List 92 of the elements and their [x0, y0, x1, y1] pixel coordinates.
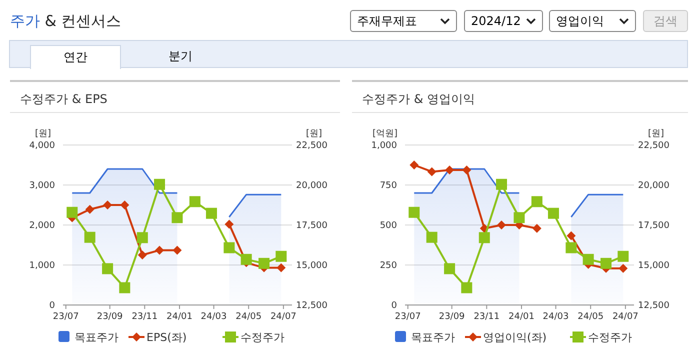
point — [426, 232, 438, 243]
y2-axis-title: [원] — [306, 129, 322, 139]
point — [240, 254, 252, 265]
y2-axis-title: [원] — [648, 129, 664, 139]
x-tick-label: 24/07 — [270, 312, 296, 322]
point — [531, 196, 542, 208]
chart-title: 수정주가 & EPS — [20, 91, 108, 108]
point — [136, 232, 148, 244]
point — [618, 264, 628, 273]
x-tick-label: 23/11 — [132, 312, 158, 322]
y-tick-label: 500 — [380, 221, 398, 231]
point — [410, 160, 419, 170]
point — [600, 258, 612, 269]
y-tick-label: 0 — [391, 301, 398, 311]
y-tick-label: 250 — [380, 261, 398, 271]
y-tick-label: 0 — [49, 301, 56, 311]
x-tick-label: 24/07 — [612, 312, 638, 322]
point — [102, 263, 114, 274]
x-tick-label: 24/03 — [542, 312, 569, 322]
point — [276, 250, 287, 262]
text: 주가 & 컨센서스 — [10, 12, 122, 31]
legend-label: 수정주가 — [240, 331, 284, 344]
point — [66, 206, 78, 218]
point — [618, 250, 629, 262]
point — [514, 212, 525, 224]
x-tick-label: 24/05 — [578, 312, 604, 322]
y2-tick-label: 20,000 — [638, 181, 670, 191]
legend-label: 목표주가 — [411, 331, 455, 344]
point — [84, 232, 96, 243]
point — [276, 263, 286, 272]
point — [224, 220, 234, 229]
point — [496, 178, 508, 190]
y2-tick-label: 20,000 — [296, 181, 328, 191]
legend-label: 수정주가 — [588, 331, 632, 344]
x-tick-label: 23/07 — [52, 312, 79, 322]
y2-tick-label: 15,000 — [638, 261, 670, 271]
x-tick-label: 23/09 — [438, 312, 466, 322]
legend-label: EPS(좌) — [146, 331, 187, 344]
point — [85, 204, 94, 214]
point — [461, 282, 472, 294]
y-axis-title: [원] — [34, 129, 52, 139]
text: 2024/12 — [464, 10, 543, 32]
point — [462, 165, 472, 174]
point — [172, 246, 182, 255]
y2-tick-label: 12,500 — [638, 301, 670, 311]
point — [548, 208, 559, 219]
point — [258, 258, 270, 269]
y2-tick-label: 17,500 — [296, 221, 328, 231]
point — [138, 250, 147, 260]
point — [155, 246, 164, 255]
x-tick-label: 24/03 — [200, 312, 227, 322]
y-tick-label: 750 — [380, 181, 398, 191]
point — [582, 254, 594, 265]
text: 영업이익 — [549, 10, 636, 32]
point — [566, 242, 577, 254]
chart-title: 수정주가 & 영업이익 — [362, 91, 475, 108]
x-tick-label: 24/01 — [166, 312, 192, 322]
point — [224, 242, 235, 254]
point — [154, 178, 166, 190]
point — [120, 200, 130, 210]
point — [444, 263, 456, 274]
point — [119, 282, 130, 294]
point — [172, 212, 183, 224]
y-tick-label: 4,000 — [29, 141, 56, 151]
point — [532, 224, 542, 233]
y-tick-label: 3,000 — [29, 181, 56, 191]
y-tick-label: 1,000 — [371, 141, 398, 151]
y2-tick-label: 17,500 — [638, 221, 670, 231]
x-tick-label: 23/07 — [394, 312, 421, 322]
text: 주재무제표 — [350, 10, 457, 32]
y2-tick-label: 12,500 — [296, 301, 328, 311]
legend-label: 목표주가 — [74, 331, 118, 344]
x-tick-label: 24/05 — [236, 312, 262, 322]
x-tick-label: 23/09 — [96, 312, 124, 322]
y2-tick-label: 22,500 — [638, 141, 670, 151]
point — [189, 196, 200, 208]
y2-tick-label: 22,500 — [296, 141, 328, 151]
point — [566, 231, 576, 240]
x-tick-label: 23/11 — [474, 312, 500, 322]
point — [478, 232, 490, 244]
text: 연간 — [30, 45, 121, 69]
text: 분기 — [168, 48, 194, 65]
point — [206, 208, 217, 219]
legend-label: 영업이익(좌) — [483, 331, 547, 344]
y-axis-title: [억원] — [372, 129, 398, 139]
x-tick-label: 24/01 — [508, 312, 534, 322]
point — [408, 206, 420, 218]
point — [427, 167, 436, 176]
text: 검색 — [643, 10, 688, 32]
y2-tick-label: 15,000 — [296, 261, 328, 271]
y-tick-label: 1,000 — [29, 261, 56, 271]
y-tick-label: 2,000 — [29, 221, 56, 231]
